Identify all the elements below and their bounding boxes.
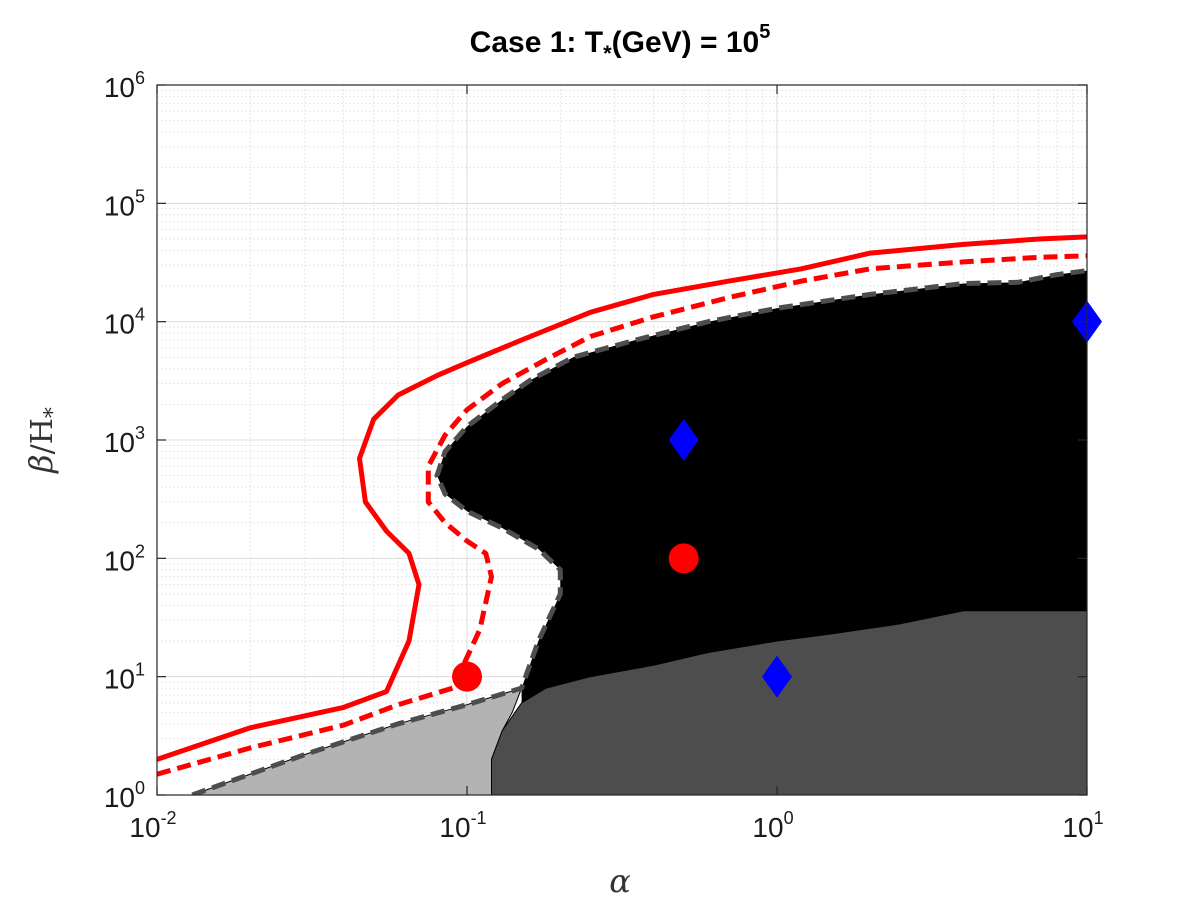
markers bbox=[452, 300, 1102, 698]
y-axis-label: β/H* bbox=[22, 407, 66, 474]
series-line-dashed-gray bbox=[191, 268, 1087, 795]
x-axis-label: α bbox=[609, 862, 631, 900]
x-tick-label: 100 bbox=[752, 808, 793, 843]
y-tick-label: 106 bbox=[104, 68, 145, 103]
curves bbox=[157, 234, 1087, 795]
ticks bbox=[156, 84, 1088, 796]
series-line-dashed-red bbox=[157, 253, 1087, 777]
y-tick-label: 104 bbox=[104, 305, 145, 340]
y-tick-label: 101 bbox=[104, 660, 145, 695]
marker-circle bbox=[668, 543, 699, 574]
tick-labels: 10-2 10-1 100 101 100 101 102 103 104 105 106 bbox=[104, 68, 1104, 843]
x-tick-label: 10-2 bbox=[129, 808, 176, 843]
region-dark-gray bbox=[491, 610, 1087, 795]
x-tick-label: 10-1 bbox=[439, 808, 486, 843]
marker-diamond bbox=[668, 419, 699, 461]
marker-circle bbox=[452, 661, 482, 692]
marker-diamond bbox=[762, 655, 792, 698]
chart-title: Case 1: T*(GeV) = 105 bbox=[470, 21, 771, 66]
y-tick-label: 103 bbox=[104, 423, 145, 458]
y-tick-label: 100 bbox=[104, 778, 145, 813]
y-tick-label: 105 bbox=[104, 186, 145, 221]
y-tick-label: 102 bbox=[104, 541, 145, 576]
x-tick-label: 101 bbox=[1062, 808, 1103, 843]
series-line-solid-red bbox=[157, 234, 1087, 762]
